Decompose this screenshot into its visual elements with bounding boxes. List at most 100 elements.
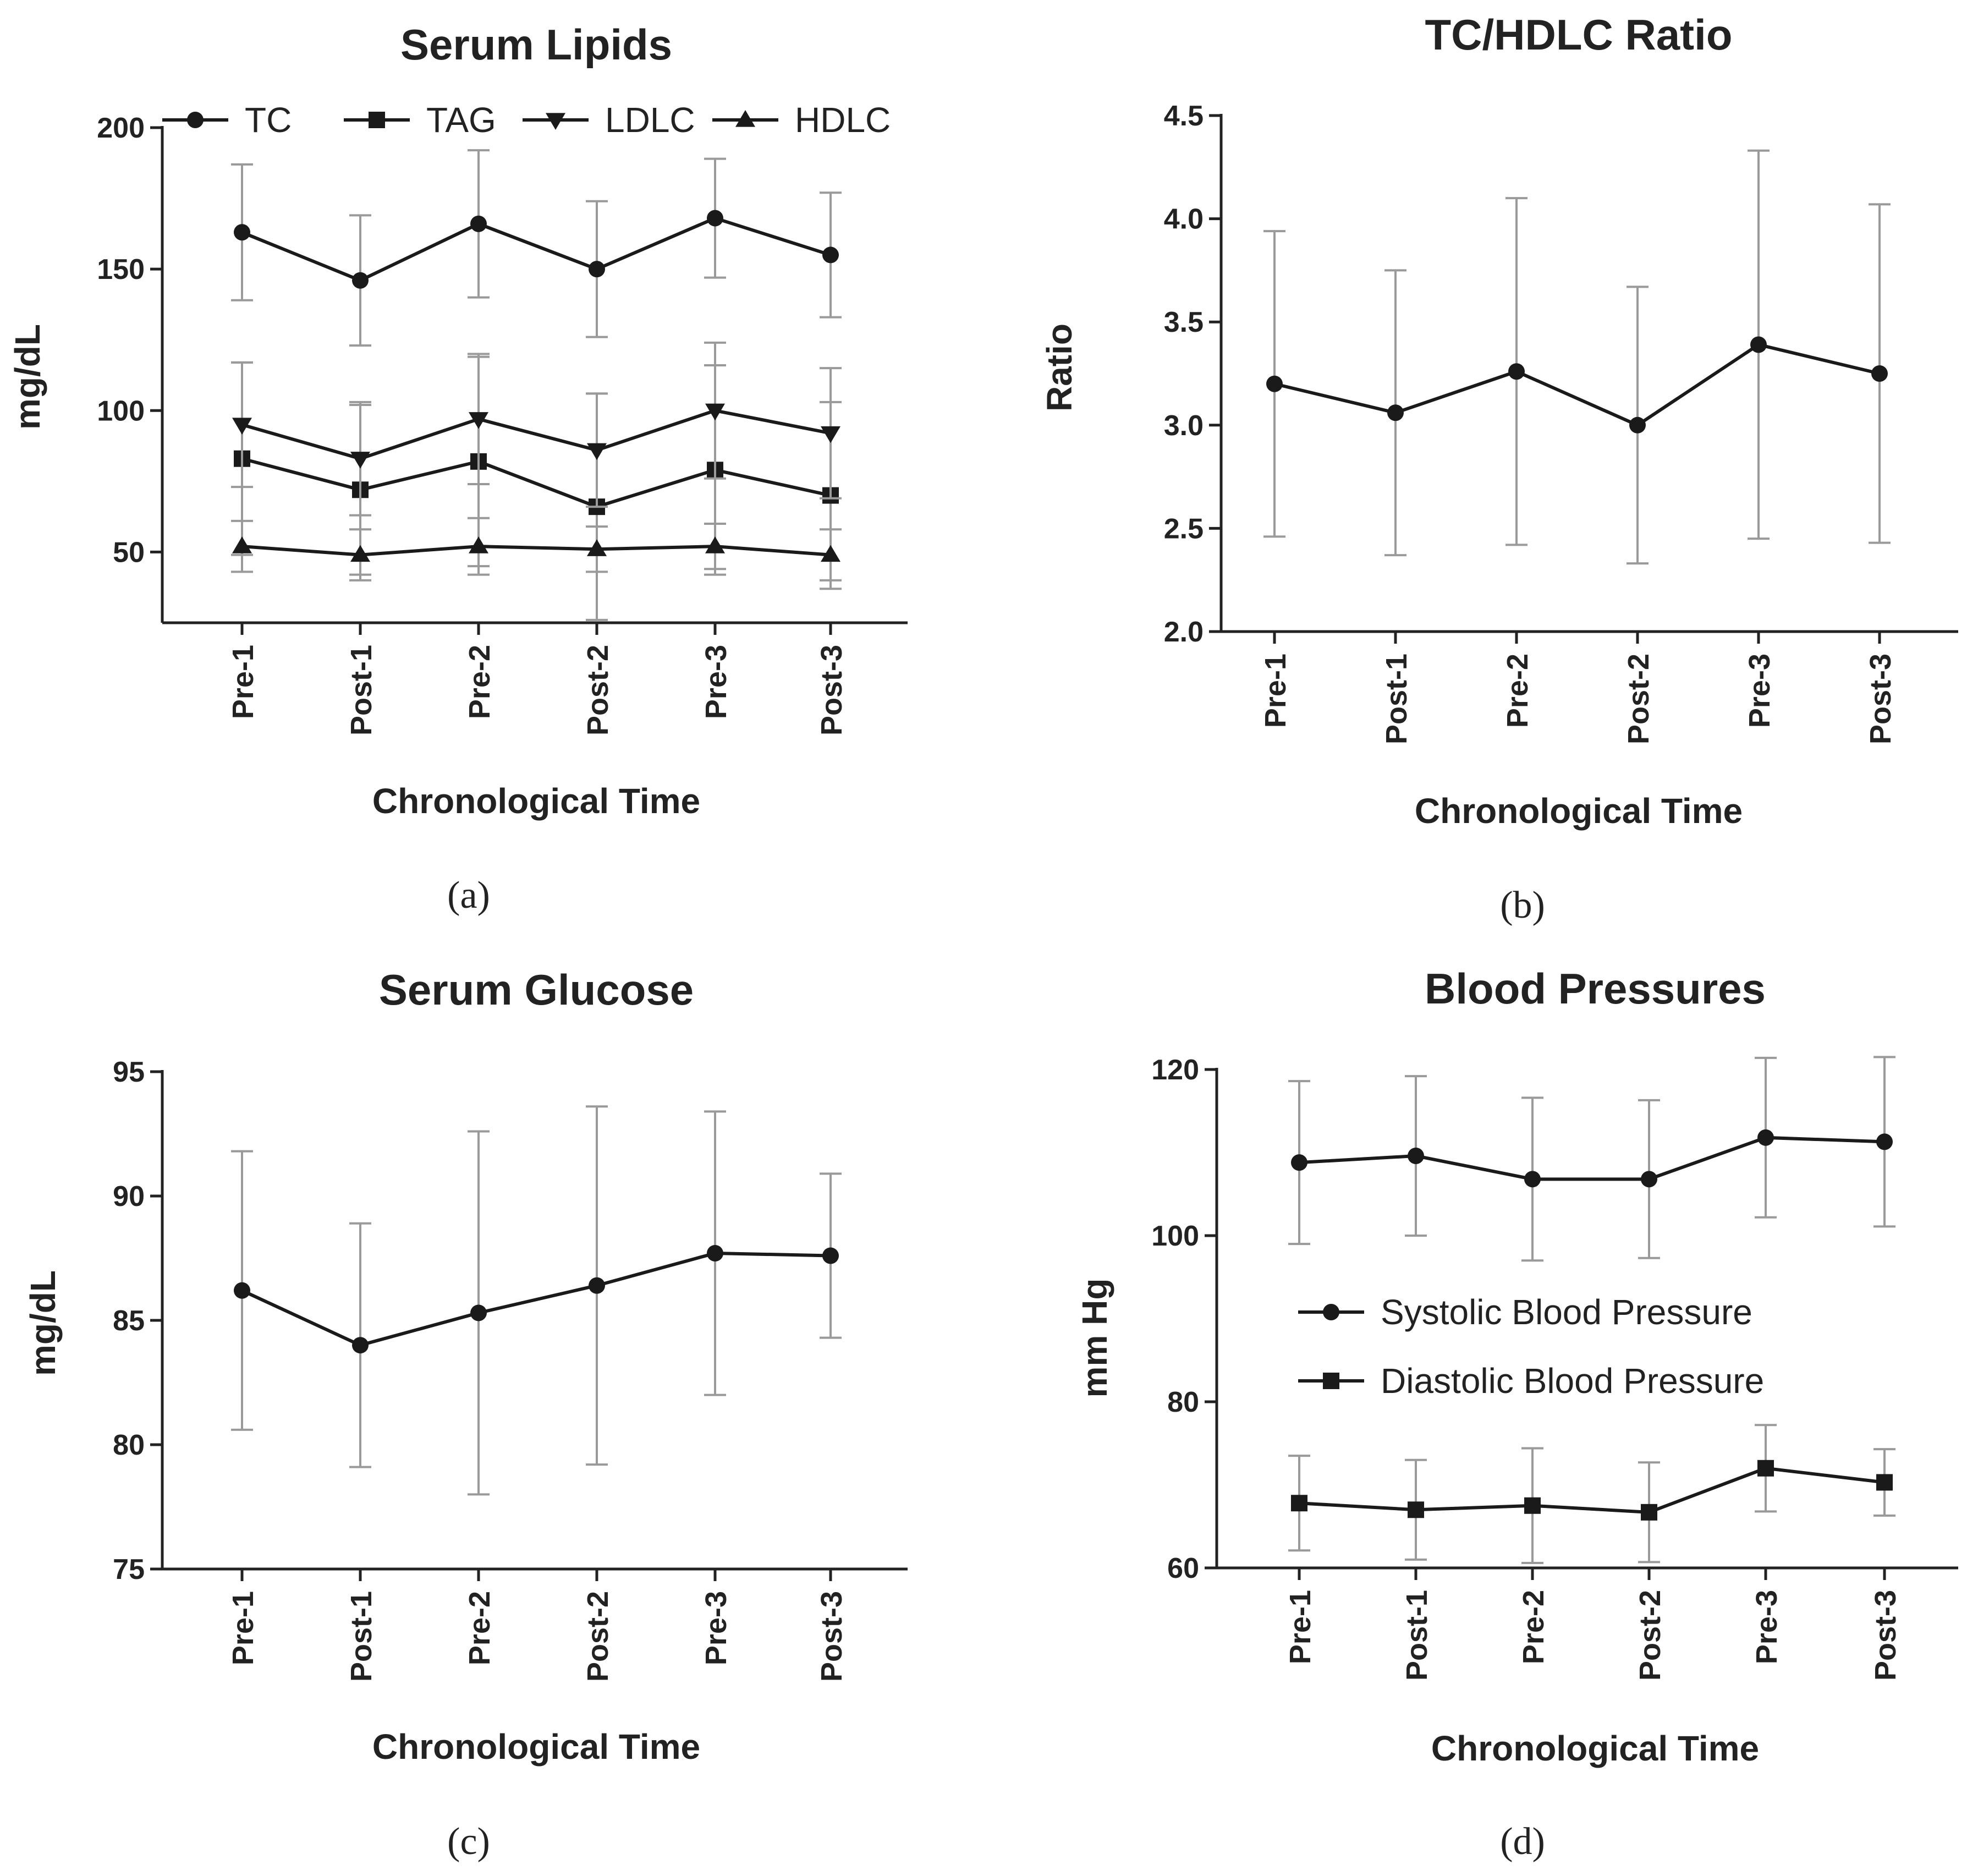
data-point <box>469 412 488 429</box>
legend-marker <box>1323 1373 1339 1389</box>
y-tick-label: 60 <box>1167 1553 1199 1584</box>
data-point <box>1266 375 1283 392</box>
x-tick-label: Post-1 <box>1380 654 1413 744</box>
series-line <box>241 545 831 557</box>
data-point <box>707 210 723 227</box>
plot-area <box>1288 1056 1895 1564</box>
data-point <box>1641 1171 1657 1188</box>
y-tick-label: 3.0 <box>1164 410 1204 442</box>
data-point <box>234 224 250 241</box>
series-line <box>241 216 831 282</box>
legend-label: LDLC <box>605 100 695 140</box>
series-tag <box>231 355 842 621</box>
y-axis-label: mg/dL <box>8 324 47 430</box>
data-point <box>350 452 370 469</box>
data-point <box>1408 1148 1424 1165</box>
y-tick-label: 120 <box>1151 1054 1199 1086</box>
legend: TC TAG LDLC HDLC <box>162 100 891 140</box>
series-line <box>241 457 831 509</box>
series-tc <box>231 149 842 347</box>
legend-marker <box>546 113 565 130</box>
data-point <box>234 1282 250 1299</box>
y-tick-label: 80 <box>113 1429 145 1461</box>
data-point <box>589 1277 605 1294</box>
legend-item: Diastolic Blood Pressure <box>1298 1361 1764 1401</box>
series-hdlc <box>231 517 842 582</box>
y-tick-label: 85 <box>113 1305 145 1337</box>
x-tick-label: Pre-3 <box>1750 1590 1783 1664</box>
y-tick-label: 4.0 <box>1164 204 1204 235</box>
x-axis-label: Chronological Time <box>1431 1729 1759 1768</box>
axes: 2.0 2.5 3.0 3.5 4.0 4.5 Pre-1 Post-1 Pre-2 Post-2… <box>1164 100 1958 744</box>
legend-item: HDLC <box>712 100 891 140</box>
y-tick-label: 75 <box>113 1554 145 1586</box>
x-tick-label: Post-2 <box>581 1591 614 1682</box>
panel-label: (d) <box>1500 1820 1545 1863</box>
legend-label: TC <box>245 100 292 140</box>
panel-tc-hdlc-ratio: TC/HDLC Ratio Ratio Chronological Time (… <box>1040 10 1958 926</box>
x-tick-label: Pre-1 <box>227 645 260 719</box>
legend-marker <box>369 112 385 128</box>
series-tc-hdlc <box>1263 149 1891 565</box>
data-point <box>1291 1495 1307 1512</box>
y-tick-label: 200 <box>97 112 145 144</box>
x-tick-label: Pre-1 <box>227 1591 260 1665</box>
data-point <box>352 1337 369 1354</box>
x-tick-label: Pre-2 <box>1501 654 1534 728</box>
panel-label: (c) <box>447 1820 490 1863</box>
y-tick-label: 100 <box>1151 1220 1199 1252</box>
axes: 60 80 100 120 Pre-1 Post-1 Pre-2 Post-2 Pre-3 Pos… <box>1151 1054 1958 1681</box>
y-tick-label: 90 <box>113 1181 145 1213</box>
data-point <box>1524 1171 1541 1188</box>
data-point <box>1750 336 1767 353</box>
x-tick-label: Pre-2 <box>463 645 496 719</box>
x-tick-label: Pre-2 <box>463 1591 496 1665</box>
data-point <box>1871 365 1888 382</box>
legend-item: TC <box>162 100 292 140</box>
x-tick-label: Pre-3 <box>700 645 733 719</box>
y-tick-label: 2.5 <box>1164 513 1204 545</box>
data-point <box>705 536 725 553</box>
y-tick-label: 100 <box>97 395 145 427</box>
panel-serum-glucose: Serum Glucose mg/dL Chronological Time (… <box>23 966 908 1863</box>
plot-area <box>1263 149 1891 565</box>
x-tick-label: Post-1 <box>345 645 378 736</box>
x-tick-label: Pre-1 <box>1259 654 1292 728</box>
data-point <box>469 536 488 553</box>
panel-label: (b) <box>1500 884 1545 926</box>
x-tick-label: Pre-3 <box>1743 654 1776 728</box>
data-point <box>470 215 487 232</box>
data-point <box>352 272 369 289</box>
legend-item: TAG <box>344 100 496 140</box>
x-axis-label: Chronological Time <box>372 1727 700 1767</box>
legend-marker <box>187 112 204 128</box>
data-point <box>587 443 607 460</box>
series-line <box>241 409 831 460</box>
y-tick-label: 50 <box>113 536 145 568</box>
panel-blood-pressures: Blood Pressures mm Hg Chronological Time… <box>1075 964 1958 1863</box>
data-point <box>821 545 840 562</box>
y-tick-label: 150 <box>97 254 145 286</box>
y-axis-label: mm Hg <box>1075 1279 1114 1398</box>
series-line <box>1299 1466 1885 1514</box>
x-tick-label: Post-3 <box>1869 1590 1902 1681</box>
series-line <box>241 1251 831 1347</box>
data-point <box>1641 1504 1657 1521</box>
data-point <box>1757 1129 1774 1146</box>
legend-label: TAG <box>426 100 496 140</box>
y-tick-label: 95 <box>113 1056 145 1088</box>
y-axis-label: Ratio <box>1040 323 1079 412</box>
data-point <box>822 246 839 264</box>
data-point <box>587 539 607 556</box>
series-systolic-blood-pressure <box>1288 1056 1895 1262</box>
data-point <box>707 1244 723 1261</box>
x-tick-label: Post-1 <box>1400 1590 1433 1681</box>
x-tick-label: Post-3 <box>815 645 848 736</box>
data-point <box>1629 416 1646 434</box>
y-tick-label: 3.5 <box>1164 306 1204 338</box>
data-point <box>1408 1501 1424 1518</box>
x-tick-label: Pre-3 <box>700 1591 733 1665</box>
data-point <box>1876 1133 1893 1150</box>
x-tick-label: Post-2 <box>581 645 614 736</box>
